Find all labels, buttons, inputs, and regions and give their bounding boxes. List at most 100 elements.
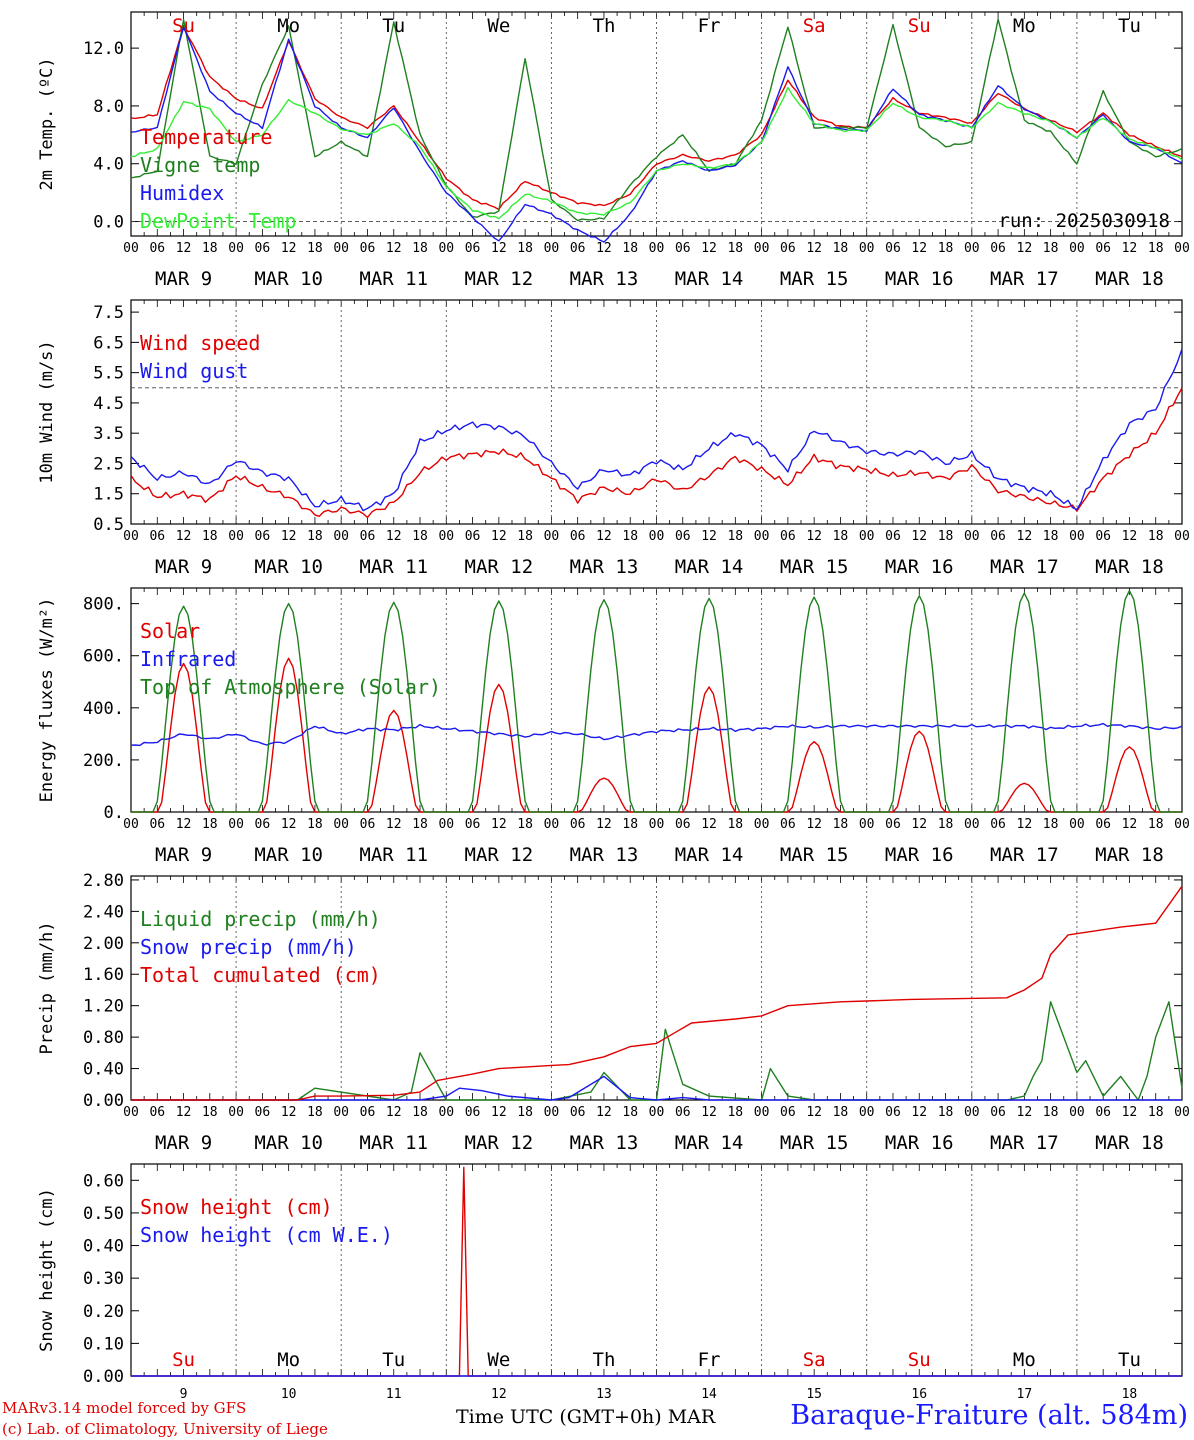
panel-4: 0.00 0.40 0.80 1.20 1.60 2.00 2.40 2.80 Precip (… — [37, 871, 1190, 1154]
hour-tick-label: 00 — [964, 817, 980, 832]
hour-tick-label: 18 — [622, 1105, 638, 1120]
hour-tick-label: 00 — [544, 1105, 560, 1120]
hour-tick-label: 06 — [255, 817, 271, 832]
date-label: MAR 13 — [570, 556, 639, 578]
hour-tick-label: 06 — [1095, 529, 1111, 544]
hour-tick-label: 18 — [833, 817, 849, 832]
hour-tick-label: 00 — [438, 241, 454, 256]
hour-tick-label: 06 — [255, 241, 271, 256]
hour-tick-label: 00 — [754, 1105, 770, 1120]
series-line-2 — [130, 348, 1183, 512]
hour-tick-label: 00 — [1174, 529, 1190, 544]
day-number: 16 — [911, 1387, 927, 1402]
hour-tick-label: 18 — [727, 241, 743, 256]
date-label: MAR 9 — [155, 268, 212, 290]
day-name: Mo — [277, 15, 300, 37]
date-label: MAR 17 — [990, 1132, 1059, 1154]
hour-tick-label: 18 — [727, 817, 743, 832]
hour-tick-label: 18 — [833, 1105, 849, 1120]
hour-tick-label: 12 — [701, 1105, 717, 1120]
hour-tick-label: 12 — [386, 529, 402, 544]
hour-tick-label: 18 — [622, 241, 638, 256]
day-name: Fr — [698, 15, 721, 37]
hour-tick-label: 06 — [675, 817, 691, 832]
y-tick-label: 2.40 — [83, 902, 124, 922]
panel-3: 0. 200. 400. 600. 800. Energy fluxes (W/m²) So… — [37, 587, 1190, 866]
hour-tick-label: 06 — [149, 241, 165, 256]
hour-tick-label: 00 — [438, 817, 454, 832]
hour-tick-label: 12 — [1122, 241, 1138, 256]
hour-tick-label: 12 — [701, 241, 717, 256]
hour-tick-label: 06 — [255, 1105, 271, 1120]
hour-tick-label: 18 — [412, 241, 428, 256]
panel-5: 0.00 0.10 0.20 0.30 0.40 0.50 0.60 Snow height … — [37, 1163, 1183, 1402]
series-line-1 — [130, 24, 1183, 211]
hour-tick-label: 06 — [780, 529, 796, 544]
hour-tick-label: 12 — [176, 241, 192, 256]
legend-entry: Temperature — [140, 125, 272, 149]
hour-tick-label: 06 — [675, 529, 691, 544]
hour-tick-label: 18 — [412, 817, 428, 832]
date-label: MAR 10 — [254, 844, 323, 866]
hour-tick-label: 00 — [1069, 529, 1085, 544]
hour-tick-label: 18 — [517, 1105, 533, 1120]
hour-tick-label: 00 — [964, 241, 980, 256]
hour-tick-label: 00 — [1069, 241, 1085, 256]
hour-tick-label: 18 — [622, 817, 638, 832]
hour-tick-label: 00 — [859, 1105, 875, 1120]
panel-1: 0.0 4.0 8.0 12.0 2m Temp. (ºC) Temperature Vig… — [37, 11, 1190, 290]
date-label: MAR 14 — [675, 1132, 744, 1154]
date-label: MAR 13 — [570, 268, 639, 290]
hour-tick-label: 12 — [806, 817, 822, 832]
hour-tick-label: 18 — [517, 529, 533, 544]
date-label: MAR 18 — [1095, 1132, 1164, 1154]
date-label: MAR 10 — [254, 1132, 323, 1154]
y-tick-label: 8.0 — [93, 97, 124, 117]
hour-tick-label: 00 — [438, 529, 454, 544]
date-label: MAR 12 — [465, 556, 534, 578]
date-label: MAR 18 — [1095, 268, 1164, 290]
hour-tick-label: 06 — [360, 1105, 376, 1120]
hour-tick-label: 00 — [544, 529, 560, 544]
hour-tick-label: 06 — [570, 529, 586, 544]
hour-tick-label: 06 — [360, 241, 376, 256]
hour-tick-label: 06 — [780, 241, 796, 256]
date-label: MAR 14 — [675, 844, 744, 866]
date-label: MAR 15 — [780, 1132, 849, 1154]
series-line-3 — [131, 589, 1182, 813]
date-label: MAR 15 — [780, 268, 849, 290]
hour-tick-label: 06 — [360, 529, 376, 544]
date-label: MAR 11 — [359, 1132, 428, 1154]
legend-entry: DewPoint Temp — [140, 209, 297, 233]
y-tick-label: 0.20 — [83, 1302, 124, 1322]
hour-tick-label: 06 — [885, 817, 901, 832]
hour-tick-label: 00 — [123, 817, 139, 832]
hour-tick-label: 12 — [1017, 1105, 1033, 1120]
day-number: 11 — [386, 1387, 402, 1402]
y-axis-label: 2m Temp. (ºC) — [37, 57, 57, 190]
hour-tick-label: 00 — [754, 817, 770, 832]
hour-tick-label: 12 — [1122, 1105, 1138, 1120]
date-label: MAR 9 — [155, 844, 212, 866]
hour-tick-label: 00 — [1069, 1105, 1085, 1120]
day-name-bottom: We — [487, 1349, 510, 1371]
date-label: MAR 18 — [1095, 556, 1164, 578]
date-label: MAR 12 — [465, 844, 534, 866]
hour-tick-label: 12 — [176, 529, 192, 544]
y-tick-label: 0.5 — [93, 515, 124, 535]
hour-tick-label: 12 — [701, 817, 717, 832]
day-number: 14 — [701, 1387, 717, 1402]
date-label: MAR 14 — [675, 556, 744, 578]
hour-tick-label: 06 — [780, 817, 796, 832]
y-axis-label: Snow height (cm) — [37, 1188, 57, 1352]
date-label: MAR 16 — [885, 844, 954, 866]
day-name: We — [487, 15, 510, 37]
day-number: 17 — [1017, 1387, 1033, 1402]
day-number: 18 — [1122, 1387, 1138, 1402]
hour-tick-label: 00 — [649, 817, 665, 832]
hour-tick-label: 12 — [1122, 817, 1138, 832]
hour-tick-label: 06 — [149, 529, 165, 544]
date-label: MAR 15 — [780, 844, 849, 866]
y-tick-label: 1.60 — [83, 965, 124, 985]
hour-tick-label: 18 — [1043, 241, 1059, 256]
